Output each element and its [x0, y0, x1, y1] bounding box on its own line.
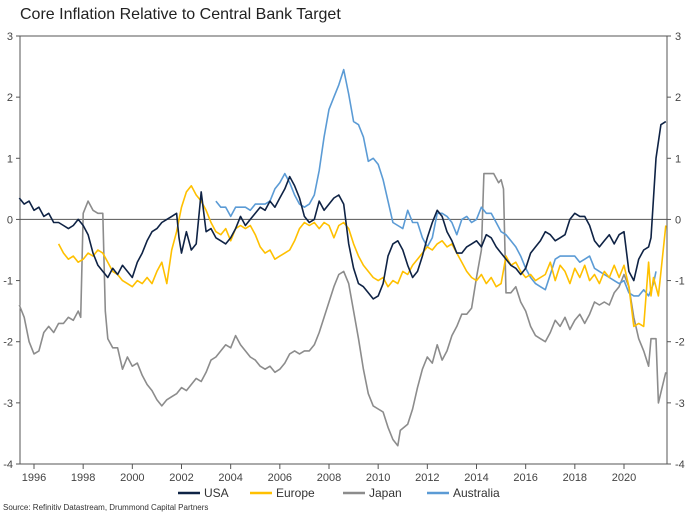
legend: USA Europe Japan Australia — [178, 486, 500, 500]
x-tick-label: 2012 — [415, 472, 439, 484]
x-tick-label: 2014 — [464, 472, 488, 484]
legend-label-japan: Japan — [369, 486, 402, 500]
y-tick-label-left: -3 — [3, 398, 13, 410]
y-tick-label-left: 2 — [7, 92, 13, 104]
series-line-europe — [57, 185, 667, 328]
x-tick-label: 2000 — [120, 472, 144, 484]
y-tick-label-right: 1 — [675, 153, 681, 165]
legend-label-australia: Australia — [453, 486, 500, 500]
series-line-japan — [18, 172, 667, 447]
series-lines — [18, 68, 667, 447]
y-tick-label-left: 3 — [7, 31, 13, 43]
x-tick-label: 2018 — [563, 472, 587, 484]
x-tick-label: 2020 — [612, 472, 636, 484]
x-tick-label: 2002 — [169, 472, 193, 484]
y-tick-label-left: 1 — [7, 153, 13, 165]
source-note: Source: Refinitiv Datastream, Drummond C… — [3, 503, 209, 512]
series-line-usa — [18, 120, 667, 300]
legend-label-europe: Europe — [276, 486, 315, 500]
y-tick-label-left: -1 — [3, 276, 13, 288]
x-tick-label: 2004 — [218, 472, 242, 484]
x-tick-label: 2010 — [366, 472, 390, 484]
x-tick-label: 2008 — [317, 472, 341, 484]
x-tick-label: 1998 — [71, 472, 95, 484]
y-tick-label-left: -4 — [3, 459, 13, 471]
x-tick-label: 1996 — [22, 472, 46, 484]
y-tick-label-right: -1 — [675, 276, 685, 288]
y-tick-label-right: 2 — [675, 92, 681, 104]
y-tick-label-right: 0 — [675, 214, 681, 226]
x-tick-label: 2016 — [513, 472, 537, 484]
y-tick-label-left: 0 — [7, 214, 13, 226]
y-tick-label-right: -3 — [675, 398, 685, 410]
legend-label-usa: USA — [204, 486, 229, 500]
series-line-australia — [215, 68, 657, 297]
y-tick-label-right: -2 — [675, 337, 685, 349]
chart-title: Core Inflation Relative to Central Bank … — [20, 6, 341, 23]
y-tick-label-right: 3 — [675, 31, 681, 43]
x-tick-label: 2006 — [268, 472, 292, 484]
y-tick-label-left: -2 — [3, 337, 13, 349]
axes: 3 3 2 2 1 1 0 0 -1 -1 -2 -2 -3 -3 -4 -4 1996 1998 2000 2002… — [3, 31, 685, 484]
y-tick-label-right: -4 — [675, 459, 685, 471]
